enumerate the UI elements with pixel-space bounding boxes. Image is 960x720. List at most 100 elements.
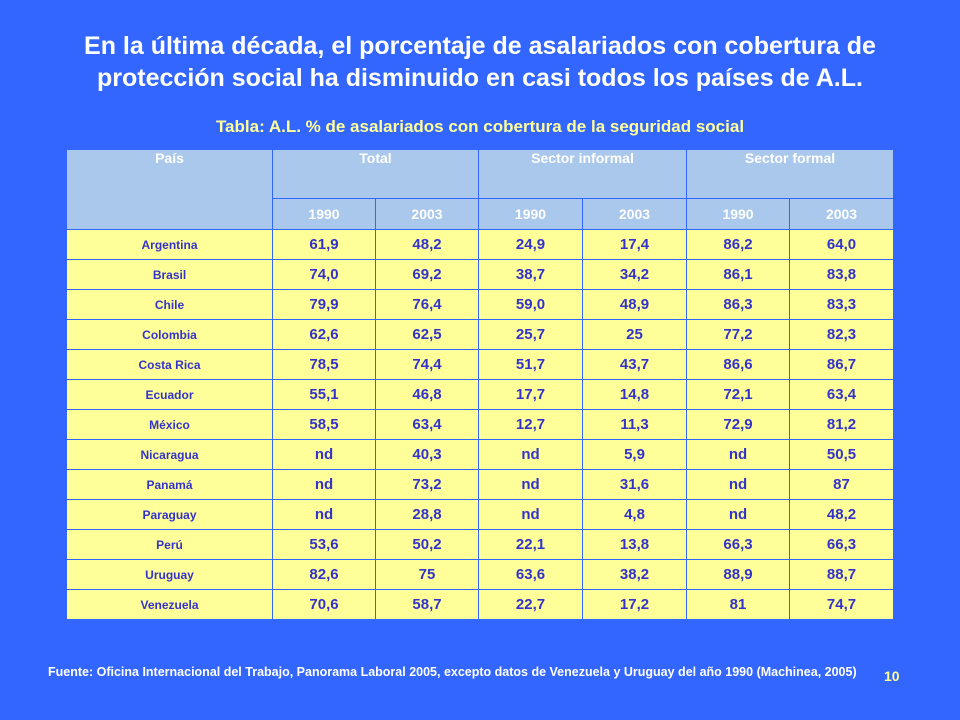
table-caption: Tabla: A.L. % de asalariados con cobertu…	[215, 117, 745, 136]
value-cell: 50,2	[375, 529, 479, 560]
country-cell: Colombia	[66, 319, 273, 350]
value-cell: 86,2	[686, 229, 791, 260]
value-cell: 14,8	[581, 379, 688, 410]
value-cell: 82,6	[272, 559, 376, 590]
value-cell: 88,7	[789, 559, 895, 590]
value-cell: 13,8	[581, 529, 688, 560]
value-cell: 11,3	[581, 409, 688, 440]
country-cell: México	[66, 409, 273, 440]
value-cell: 25	[581, 319, 688, 350]
value-cell: 86,3	[686, 289, 791, 320]
header-row-groups: País Total Sector informal Sector formal	[66, 149, 895, 230]
country-cell: Nicaragua	[66, 439, 273, 470]
header-year: 1990	[272, 198, 376, 230]
value-cell: nd	[686, 439, 791, 470]
value-cell: nd	[686, 469, 791, 500]
source-note: Fuente: Oficina Internacional del Trabaj…	[48, 665, 857, 679]
value-cell: 58,7	[375, 589, 479, 620]
table-row: Nicaragua nd 40,3 nd 5,9 nd 50,5	[66, 439, 895, 470]
value-cell: nd	[478, 499, 583, 530]
header-year: 2003	[375, 198, 479, 230]
value-cell: 79,9	[272, 289, 376, 320]
value-cell: 70,6	[272, 589, 376, 620]
country-cell: Panamá	[66, 469, 273, 500]
value-cell: 22,7	[478, 589, 583, 620]
coverage-table: País Total Sector informal Sector formal…	[66, 149, 895, 620]
value-cell: 72,9	[686, 409, 791, 440]
slide-title-line2: protección social ha disminuido en casi …	[97, 64, 863, 92]
table-row: Uruguay 82,6 75 63,6 38,2 88,9 88,7	[66, 559, 895, 590]
table-row: Colombia 62,6 62,5 25,7 25 77,2 82,3	[66, 319, 895, 350]
value-cell: 48,2	[375, 229, 479, 260]
value-cell: 66,3	[789, 529, 895, 560]
value-cell: 50,5	[789, 439, 895, 470]
value-cell: 53,6	[272, 529, 376, 560]
slide-title-line1: En la última década, el porcentaje de as…	[84, 32, 876, 60]
value-cell: 48,2	[789, 499, 895, 530]
value-cell: 75	[375, 559, 479, 590]
value-cell: 83,8	[789, 259, 895, 290]
page-number: 10	[884, 668, 900, 684]
value-cell: 24,9	[478, 229, 583, 260]
header-year: 1990	[686, 198, 791, 230]
value-cell: 38,2	[581, 559, 688, 590]
value-cell: 86,7	[789, 349, 895, 380]
table-row: Paraguay nd 28,8 nd 4,8 nd 48,2	[66, 499, 895, 530]
value-cell: 22,1	[478, 529, 583, 560]
header-year: 2003	[789, 198, 895, 230]
value-cell: 82,3	[789, 319, 895, 350]
header-year: 1990	[478, 198, 583, 230]
header-country: País	[66, 149, 273, 230]
value-cell: 81,2	[789, 409, 895, 440]
value-cell: 12,7	[478, 409, 583, 440]
table-body: Argentina 61,9 48,2 24,9 17,4 86,2 64,0 Brasil 7…	[66, 229, 895, 620]
country-cell: Uruguay	[66, 559, 273, 590]
value-cell: 46,8	[375, 379, 479, 410]
value-cell: 86,1	[686, 259, 791, 290]
slide-title: En la última década, el porcentaje de as…	[20, 30, 940, 94]
country-cell: Costa Rica	[66, 349, 273, 380]
table-row: Chile 79,9 76,4 59,0 48,9 86,3 83,3	[66, 289, 895, 320]
value-cell: 69,2	[375, 259, 479, 290]
country-cell: Brasil	[66, 259, 273, 290]
value-cell: 48,9	[581, 289, 688, 320]
value-cell: 25,7	[478, 319, 583, 350]
table-row: Costa Rica 78,5 74,4 51,7 43,7 86,6 86,7	[66, 349, 895, 380]
header-informal: Sector informal	[477, 149, 688, 199]
value-cell: 58,5	[272, 409, 376, 440]
value-cell: 78,5	[272, 349, 376, 380]
table-row: Panamá nd 73,2 nd 31,6 nd 87	[66, 469, 895, 500]
table-row: Ecuador 55,1 46,8 17,7 14,8 72,1 63,4	[66, 379, 895, 410]
value-cell: nd	[478, 469, 583, 500]
table-row: México 58,5 63,4 12,7 11,3 72,9 81,2	[66, 409, 895, 440]
value-cell: 55,1	[272, 379, 376, 410]
header-year: 2003	[581, 198, 688, 230]
value-cell: 74,0	[272, 259, 376, 290]
value-cell: 17,7	[478, 379, 583, 410]
value-cell: 34,2	[581, 259, 688, 290]
header-total: Total	[272, 149, 479, 199]
table-row: Argentina 61,9 48,2 24,9 17,4 86,2 64,0	[66, 229, 895, 260]
value-cell: 64,0	[789, 229, 895, 260]
value-cell: 40,3	[375, 439, 479, 470]
country-cell: Venezuela	[66, 589, 273, 620]
value-cell: 61,9	[272, 229, 376, 260]
country-cell: Ecuador	[66, 379, 273, 410]
value-cell: 77,2	[686, 319, 791, 350]
value-cell: 88,9	[686, 559, 791, 590]
value-cell: 4,8	[581, 499, 688, 530]
value-cell: 74,7	[789, 589, 895, 620]
value-cell: nd	[272, 439, 376, 470]
value-cell: 63,4	[789, 379, 895, 410]
value-cell: nd	[272, 499, 376, 530]
value-cell: nd	[272, 469, 376, 500]
value-cell: 28,8	[375, 499, 479, 530]
table-row: Perú 53,6 50,2 22,1 13,8 66,3 66,3	[66, 529, 895, 560]
country-cell: Paraguay	[66, 499, 273, 530]
table-row: Venezuela 70,6 58,7 22,7 17,2 81 74,7	[66, 589, 895, 620]
value-cell: 87	[789, 469, 895, 500]
country-cell: Chile	[66, 289, 273, 320]
value-cell: 81	[686, 589, 791, 620]
value-cell: 62,5	[375, 319, 479, 350]
value-cell: 5,9	[581, 439, 688, 470]
